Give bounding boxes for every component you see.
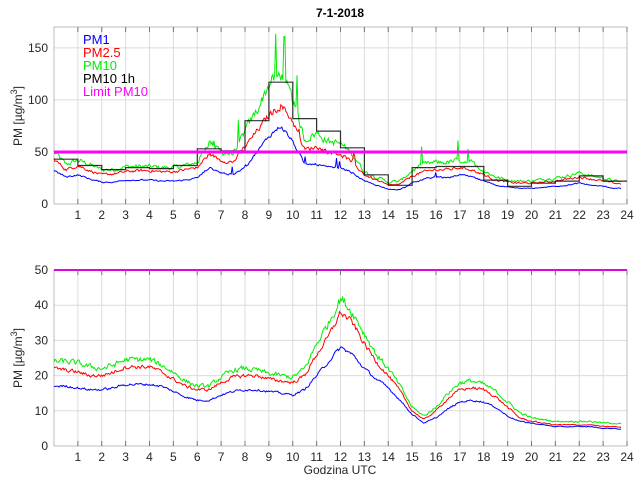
y-tick-label: 0: [41, 197, 48, 211]
bottom-y-axis-label: PM [µg/m3]: [9, 328, 25, 388]
x-tick-label: 9: [266, 450, 273, 464]
y-tick-label: 0: [41, 439, 48, 453]
x-tick-label: 3: [122, 450, 129, 464]
legend-pm25: PM2.5: [83, 45, 121, 60]
series-pm25: [53, 310, 622, 429]
y-tick-label: 20: [35, 369, 49, 383]
x-tick-label: 24: [620, 450, 634, 464]
x-tick-label: 14: [382, 450, 396, 464]
chart-title: 7-1-2018: [316, 6, 364, 20]
x-tick-label: 23: [596, 208, 610, 222]
series-pm10: [53, 295, 622, 425]
x-tick-label: 21: [549, 208, 563, 222]
top-ticks: 1 2 3 4 5 6 7 8 9 10 11 12 13 14 15 16 17 18 19 20 21 22 23 240…: [28, 27, 634, 222]
x-tick-label: 1: [75, 450, 82, 464]
y-tick-label: 150: [28, 41, 48, 55]
series-pm25: [53, 103, 622, 186]
x-tick-label: 7: [218, 208, 225, 222]
top-y-axis-label: PM [µg/m3]: [9, 86, 25, 146]
x-tick-label: 17: [453, 208, 467, 222]
x-tick-label: 5: [170, 450, 177, 464]
series-pm10-1h: [54, 81, 627, 187]
x-tick-label: 21: [549, 450, 563, 464]
y-tick-label: 10: [35, 404, 49, 418]
x-tick-label: 17: [453, 450, 467, 464]
x-tick-label: 15: [405, 208, 419, 222]
series-pm10: [53, 33, 622, 184]
x-tick-label: 7: [218, 450, 225, 464]
bottom-grid: [54, 269, 627, 446]
series-pm1: [53, 126, 622, 191]
x-tick-label: 14: [382, 208, 396, 222]
x-tick-label: 10: [286, 450, 300, 464]
x-tick-label: 12: [334, 208, 348, 222]
y-tick-label: 40: [35, 298, 49, 312]
x-tick-label: 23: [596, 450, 610, 464]
x-tick-label: 19: [501, 450, 515, 464]
y-tick-label: 50: [35, 145, 49, 159]
x-tick-label: 5: [170, 208, 177, 222]
top-chart: 1 2 3 4 5 6 7 8 9 10 11 12 13 14 15 16 17 18 19 20 21 22 23 240…: [9, 6, 634, 222]
x-tick-label: 19: [501, 208, 515, 222]
x-tick-label: 10: [286, 208, 300, 222]
x-tick-label: 12: [334, 450, 348, 464]
x-tick-label: 22: [573, 450, 587, 464]
x-tick-label: 15: [405, 450, 419, 464]
x-tick-label: 9: [266, 208, 273, 222]
x-tick-label: 22: [573, 208, 587, 222]
y-tick-label: 30: [35, 333, 49, 347]
bottom-ticks: 1 2 3 4 5 6 7 8 9 10 11 12 13 14 15 16 17 18 19 20 21 22 23 240…: [35, 263, 634, 464]
x-tick-label: 6: [194, 450, 201, 464]
legend-pm10: PM10: [83, 58, 117, 73]
bottom-chart: 1 2 3 4 5 6 7 8 9 10 11 12 13 14 15 16 17 18 19 20 21 22 23 240…: [9, 263, 634, 477]
x-tick-label: 6: [194, 208, 201, 222]
x-tick-label: 8: [242, 208, 249, 222]
legend: PM1 PM2.5 PM10 PM10 1h Limit PM10: [83, 32, 148, 99]
x-tick-label: 20: [525, 208, 539, 222]
legend-limit-pm10: Limit PM10: [83, 84, 148, 99]
y-tick-label: 100: [28, 93, 48, 107]
x-tick-label: 8: [242, 450, 249, 464]
x-tick-label: 18: [477, 208, 491, 222]
x-tick-label: 24: [620, 208, 634, 222]
top-series-lines: [53, 33, 627, 191]
x-tick-label: 16: [429, 450, 443, 464]
x-tick-label: 2: [98, 450, 105, 464]
legend-pm10-1h: PM10 1h: [83, 71, 135, 86]
series-pm1: [53, 346, 621, 430]
x-tick-label: 16: [429, 208, 443, 222]
y-tick-label: 50: [35, 263, 49, 277]
x-tick-label: 13: [358, 450, 372, 464]
x-tick-label: 11: [310, 450, 323, 464]
x-tick-label: 1: [75, 208, 82, 222]
x-tick-label: 3: [122, 208, 129, 222]
x-tick-label: 4: [146, 450, 153, 464]
x-tick-label: 4: [146, 208, 153, 222]
legend-pm1: PM1: [83, 32, 110, 47]
x-tick-label: 18: [477, 450, 491, 464]
bottom-x-axis-label: Godzina UTC: [304, 463, 377, 477]
x-tick-label: 20: [525, 450, 539, 464]
x-tick-label: 11: [310, 208, 323, 222]
x-tick-label: 2: [98, 208, 105, 222]
x-tick-label: 13: [358, 208, 372, 222]
